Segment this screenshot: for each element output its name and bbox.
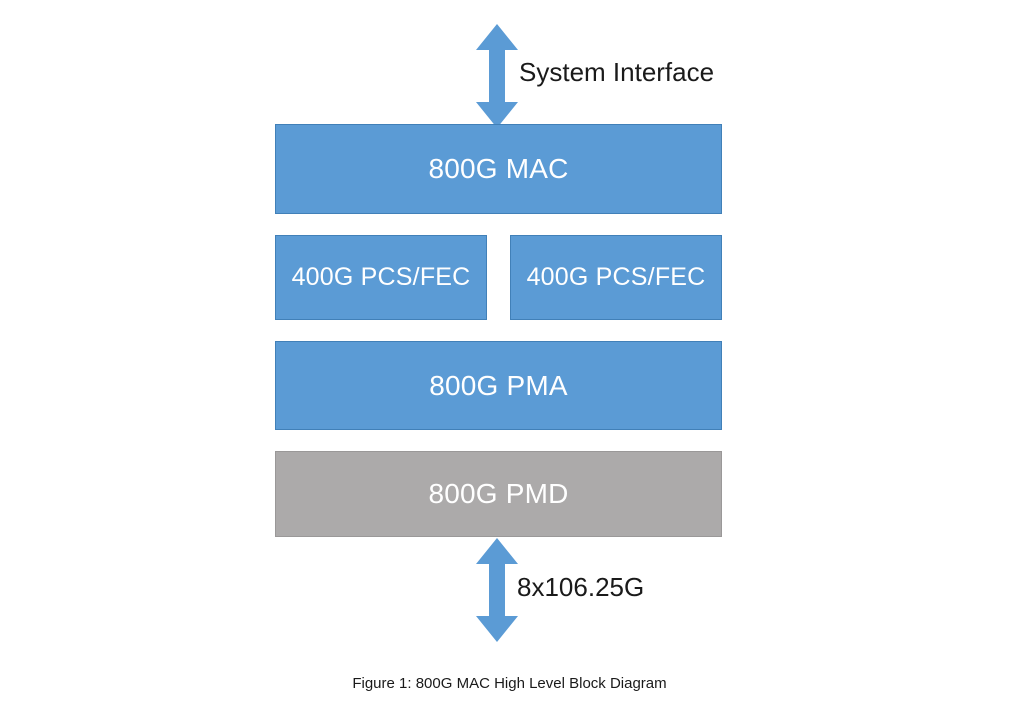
block-800g-pma-label: 800G PMA — [429, 369, 568, 401]
system-interface-label: System Interface — [519, 57, 715, 87]
double-arrow-vertical-icon-bottom — [476, 538, 518, 642]
block-400g-pcs-fec-left-label: 400G PCS/FEC — [291, 263, 471, 291]
figure-caption: Figure 1: 800G MAC High Level Block Diag… — [352, 675, 667, 692]
block-400g-pcs-fec-left[interactable]: 400G PCS/FEC — [275, 235, 487, 320]
block-400g-pcs-fec-right[interactable]: 400G PCS/FEC — [510, 235, 722, 320]
double-arrow-vertical-icon-top — [476, 24, 518, 128]
block-800g-pma[interactable]: 800G PMA — [275, 341, 722, 430]
block-800g-pmd-label: 800G PMD — [428, 478, 569, 509]
lane-rate-label: 8x106.25G — [517, 572, 645, 602]
block-800g-mac[interactable]: 800G MAC — [275, 124, 722, 214]
block-800g-pmd[interactable]: 800G PMD — [275, 451, 722, 537]
block-400g-pcs-fec-right-label: 400G PCS/FEC — [526, 263, 706, 291]
block-800g-mac-label: 800G MAC — [428, 153, 569, 184]
